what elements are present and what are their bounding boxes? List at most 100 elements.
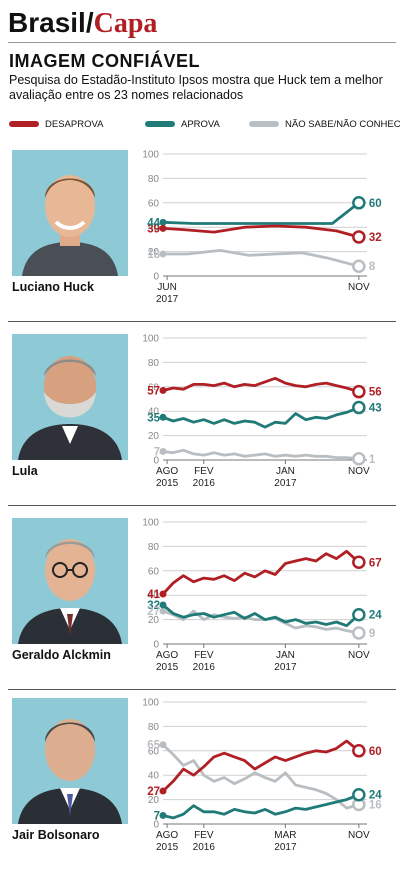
y-tick-label: 0: [153, 456, 159, 467]
legend: DESAPROVA APROVA NÃO SABE/NÃO CONHECE: [9, 117, 400, 133]
series-start-label: 41: [147, 589, 160, 601]
series-end-label: 1: [369, 454, 376, 466]
x-tick-label: AGO: [156, 466, 178, 477]
legend-swatch-aprova: [145, 121, 175, 127]
x-tick-label: NOV: [348, 466, 370, 477]
series-start-label: 7: [154, 810, 160, 822]
x-tick-label: JAN: [276, 466, 295, 477]
person-name: Luciano Huck: [12, 280, 94, 294]
panel-divider: [8, 321, 396, 322]
series-end-label: 56: [369, 387, 382, 399]
x-tick-label: 2017: [274, 842, 297, 853]
panel-lula: Lula 0 20 40 60 80 100 AGO 2015 FEV 2016 JAN 2017 NO…: [0, 324, 400, 509]
y-tick-label: 0: [153, 640, 159, 651]
series-start-point: [159, 601, 167, 609]
series-end-point: [352, 555, 366, 570]
series-start-point: [159, 741, 167, 749]
portrait-photo: [12, 518, 128, 644]
y-tick-label: 40: [148, 591, 160, 602]
series-line: [161, 249, 361, 268]
brand-slash: /: [85, 7, 94, 38]
series-line: [161, 609, 361, 635]
person-portrait-icon: [12, 698, 128, 824]
series-end-point: [352, 400, 366, 415]
section-name: Capa: [93, 8, 158, 39]
series-start-label: 32: [147, 600, 160, 612]
series-line: [161, 224, 361, 239]
series-start-label: 39: [147, 223, 160, 235]
series-start-label: 65: [147, 740, 160, 752]
x-tick-label: 2017: [274, 662, 297, 673]
legend-label-nao-sabe: NÃO SABE/NÃO CONHECE: [285, 119, 400, 130]
series-start-point: [159, 250, 167, 258]
y-tick-label: 80: [148, 542, 160, 553]
y-tick-label: 100: [142, 150, 159, 161]
series-line: [161, 603, 361, 628]
y-tick-label: 100: [142, 334, 159, 345]
person-portrait-icon: [12, 334, 128, 460]
page-header: Brasil/Capa: [0, 0, 400, 46]
series-line: [161, 448, 361, 461]
series-end-point: [352, 384, 366, 399]
legend-label-desaprova: DESAPROVA: [45, 119, 104, 130]
series-start-point: [159, 218, 167, 226]
series-start-point: [159, 590, 167, 598]
y-tick-label: 60: [148, 746, 160, 757]
series-line: [161, 201, 361, 225]
x-tick-label: 2015: [156, 842, 179, 853]
series-start-label: 27: [147, 786, 160, 798]
y-tick-label: 20: [148, 615, 160, 626]
series-start-point: [159, 447, 167, 455]
series-start-point: [159, 607, 167, 615]
x-tick-label: 2015: [156, 478, 179, 489]
series-end-point: [352, 259, 366, 273]
y-tick-label: 40: [148, 223, 160, 234]
series-start-label: 35: [147, 412, 160, 424]
x-tick-label: AGO: [156, 830, 178, 841]
x-tick-label: 2015: [156, 662, 179, 673]
y-tick-label: 0: [153, 820, 159, 831]
x-tick-label: 2016: [193, 478, 216, 489]
x-tick-label: JAN: [276, 650, 295, 661]
x-tick-label: FEV: [194, 466, 214, 477]
y-tick-label: 20: [148, 431, 160, 442]
y-tick-label: 40: [148, 771, 160, 782]
x-tick-label: JUN: [157, 282, 176, 293]
series-start-point: [159, 811, 167, 819]
x-tick-label: FEV: [194, 650, 214, 661]
series-end-point: [352, 744, 366, 758]
series-start-point: [159, 224, 167, 232]
y-tick-label: 40: [148, 407, 160, 418]
brand-name: Brasil: [8, 7, 86, 38]
portrait-photo: [12, 698, 128, 824]
y-tick-label: 60: [148, 382, 160, 393]
series-end-label: 24: [369, 610, 382, 622]
series-end-point: [352, 452, 366, 466]
panel-divider: [8, 505, 396, 506]
header-rule: [8, 42, 396, 43]
x-tick-label: NOV: [348, 650, 370, 661]
portrait-photo: [12, 334, 128, 460]
series-end-point: [352, 787, 366, 802]
x-tick-label: FEV: [194, 830, 214, 841]
series-end-label: 60: [369, 746, 382, 758]
series-line: [161, 743, 361, 810]
panel-divider: [8, 689, 396, 690]
x-tick-label: 2016: [193, 842, 216, 853]
y-tick-label: 100: [142, 698, 159, 709]
y-tick-label: 0: [153, 272, 159, 283]
series-start-label: 7: [154, 446, 160, 458]
series-end-label: 67: [369, 557, 382, 569]
x-tick-label: 2017: [274, 478, 297, 489]
panel-geraldo-alckmin: Geraldo Alckmin 0 20 40 60 80 100 AGO 2015 FEV 20…: [0, 508, 400, 693]
y-tick-label: 20: [148, 795, 160, 806]
series-line: [161, 406, 361, 429]
y-tick-label: 80: [148, 174, 160, 185]
portrait-photo: [12, 150, 128, 276]
series-start-label: 57: [147, 385, 160, 397]
y-tick-label: 100: [142, 518, 159, 529]
